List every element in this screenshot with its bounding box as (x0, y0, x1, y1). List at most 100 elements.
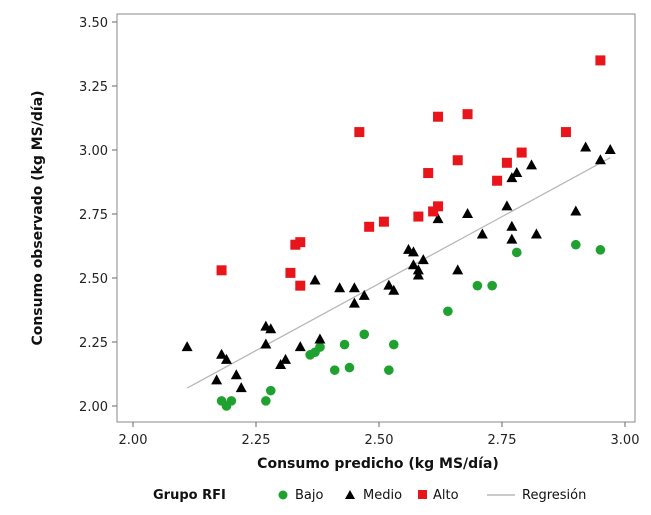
point-alto (452, 155, 463, 166)
point-medio (580, 141, 592, 152)
point-alto (501, 157, 512, 168)
points-layer (181, 55, 616, 411)
point-medio (216, 348, 228, 359)
regression-line (186, 157, 611, 389)
point-medio (280, 353, 292, 364)
point-alto (516, 147, 527, 158)
point-medio (462, 208, 474, 218)
x-tick-label: 2.50 (365, 433, 394, 448)
legend-label-alto: Alto (433, 488, 459, 503)
point-bajo (315, 342, 325, 352)
point-medio (348, 282, 360, 293)
point-medio (476, 228, 488, 239)
point-medio (260, 338, 272, 349)
point-medio (334, 282, 346, 293)
point-medio (506, 172, 518, 183)
legend-marker-alto (418, 490, 427, 499)
point-medio (358, 289, 370, 300)
point-medio (388, 284, 400, 295)
point-medio (309, 274, 321, 285)
legend: Grupo RFI Bajo Medio Alto Regresión (153, 488, 586, 503)
point-alto (423, 168, 434, 179)
y-axis: 2.00 2.25 2.50 2.75 3.00 3.25 3.50 (79, 16, 117, 415)
point-medio (220, 353, 232, 364)
point-bajo (511, 247, 522, 258)
point-alto (433, 111, 444, 122)
point-alto (428, 206, 439, 217)
point-alto (492, 175, 503, 186)
point-bajo (359, 329, 370, 340)
legend-title: Grupo RFI (153, 488, 226, 503)
regression-layer (186, 157, 611, 389)
point-bajo (487, 280, 497, 291)
x-tick-label: 3.00 (611, 433, 640, 448)
y-tick-label: 3.25 (79, 80, 108, 95)
point-medio (412, 269, 424, 280)
point-medio (383, 279, 395, 290)
point-medio (452, 264, 464, 275)
legend-label-regresion: Regresión (522, 488, 586, 503)
y-tick-label: 2.75 (79, 208, 108, 223)
point-alto (433, 201, 444, 212)
legend-label-bajo: Bajo (295, 488, 323, 503)
point-bajo (571, 239, 581, 250)
point-alto (595, 55, 606, 66)
point-medio (275, 359, 287, 370)
point-medio (181, 341, 193, 352)
point-medio (230, 369, 242, 380)
point-medio (294, 341, 306, 352)
point-medio (211, 374, 223, 385)
point-medio (407, 246, 419, 257)
x-tick-label: 2.25 (242, 433, 271, 448)
point-medio (314, 333, 326, 344)
x-tick-label: 2.00 (119, 433, 148, 448)
point-bajo (384, 365, 394, 375)
point-alto (364, 221, 375, 232)
point-medio (511, 167, 523, 178)
point-medio (506, 220, 518, 231)
x-axis: 2.00 2.25 2.50 2.75 3.00 (119, 422, 640, 448)
point-medio (501, 200, 513, 211)
point-bajo (595, 245, 606, 255)
point-alto (413, 211, 424, 222)
point-medio (506, 233, 518, 244)
point-alto (354, 127, 365, 138)
point-medio (265, 323, 277, 334)
legend-marker-bajo (278, 490, 288, 500)
point-medio (526, 159, 538, 170)
y-tick-label: 3.00 (79, 144, 108, 159)
point-alto (560, 127, 571, 138)
point-bajo (329, 365, 340, 375)
x-axis-title: Consumo predicho (kg MS/día) (257, 456, 499, 472)
point-bajo (443, 306, 453, 317)
point-medio (530, 228, 542, 239)
point-alto (295, 237, 306, 248)
point-bajo (339, 339, 350, 350)
point-medio (417, 254, 429, 265)
point-alto (216, 265, 227, 276)
point-alto (285, 267, 296, 278)
plot-frame (116, 13, 636, 423)
y-axis-title: Consumo observado (kg MS/día) (30, 90, 46, 345)
y-tick-label: 2.00 (79, 400, 108, 415)
y-tick-label: 2.50 (79, 272, 108, 287)
point-alto (295, 280, 306, 291)
y-tick-label: 2.25 (79, 336, 108, 351)
point-alto (378, 216, 389, 227)
point-medio (235, 382, 247, 393)
point-alto (462, 109, 473, 120)
point-medio (570, 205, 582, 216)
point-bajo (261, 396, 271, 406)
point-bajo (226, 396, 237, 406)
y-tick-label: 3.50 (79, 16, 108, 31)
point-medio (407, 259, 419, 270)
legend-marker-medio (345, 490, 355, 499)
point-bajo (344, 362, 355, 373)
x-tick-label: 2.75 (488, 433, 517, 448)
point-medio (594, 154, 606, 165)
point-medio (432, 213, 444, 224)
point-medio (604, 144, 616, 154)
point-medio (348, 297, 360, 308)
point-bajo (265, 385, 276, 396)
